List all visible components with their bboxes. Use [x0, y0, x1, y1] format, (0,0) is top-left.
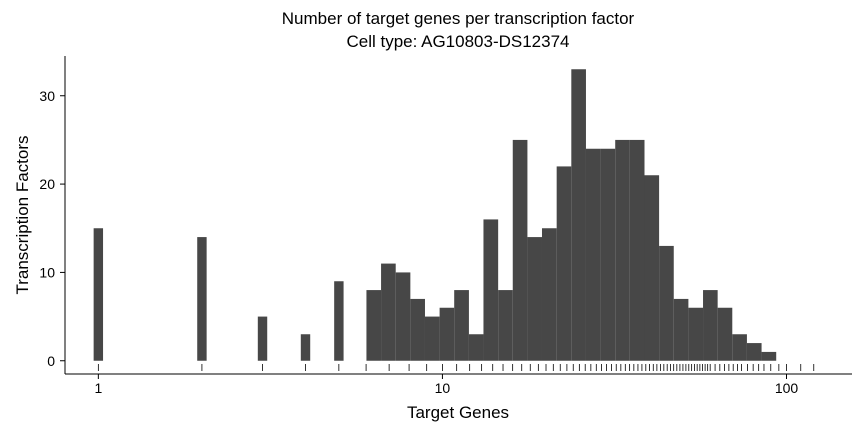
x-tick-label: 100 — [775, 380, 799, 396]
histogram-bar — [424, 316, 440, 361]
histogram-bar — [483, 219, 499, 361]
histogram-bar — [703, 290, 718, 361]
y-tick-label: 10 — [39, 264, 55, 280]
chart-subtitle: Cell type: AG10803-DS12374 — [346, 32, 569, 51]
histogram-bar — [644, 175, 660, 361]
histogram-bar — [257, 316, 268, 361]
y-tick-label: 0 — [47, 353, 55, 369]
histogram-bar — [410, 298, 425, 361]
histogram-bar — [600, 148, 616, 361]
y-tick-label: 30 — [39, 88, 55, 104]
histogram-bar — [571, 69, 586, 361]
histogram-bar — [93, 228, 104, 361]
bars-layer — [93, 69, 777, 361]
histogram-bar — [615, 139, 630, 361]
y-ticks: 0 10 20 30 — [39, 88, 65, 369]
histogram-bar — [585, 148, 601, 361]
histogram-bar — [512, 139, 528, 361]
y-tick-label: 20 — [39, 176, 55, 192]
histogram-bar — [541, 228, 557, 361]
histogram-bar — [381, 263, 396, 361]
histogram-bar — [527, 237, 542, 361]
histogram-bar — [334, 281, 344, 361]
y-axis-title: Transcription Factors — [13, 135, 32, 294]
x-axis-title: Target Genes — [407, 403, 509, 422]
histogram-bar — [732, 334, 747, 361]
rug-layer — [97, 364, 815, 371]
x-ticks: 1 10 100 — [94, 374, 798, 396]
histogram-bar — [629, 139, 645, 361]
histogram-bar — [556, 166, 572, 361]
histogram-bar — [439, 307, 455, 361]
histogram-bar — [673, 298, 689, 361]
histogram-bar — [468, 334, 484, 361]
histogram-bar — [761, 351, 777, 361]
histogram-bar — [197, 237, 207, 361]
histogram-bar — [717, 307, 733, 361]
x-tick-label: 10 — [435, 380, 451, 396]
histogram-bar — [454, 290, 469, 361]
histogram-bar — [688, 307, 704, 361]
histogram-bar — [498, 290, 513, 361]
x-tick-label: 1 — [94, 380, 102, 396]
histogram-bar — [366, 290, 382, 361]
chart-title: Number of target genes per transcription… — [282, 9, 635, 28]
histogram-bar — [659, 245, 674, 361]
histogram-bar — [300, 334, 311, 361]
histogram-bar — [746, 343, 762, 361]
histogram-bar — [395, 272, 411, 361]
